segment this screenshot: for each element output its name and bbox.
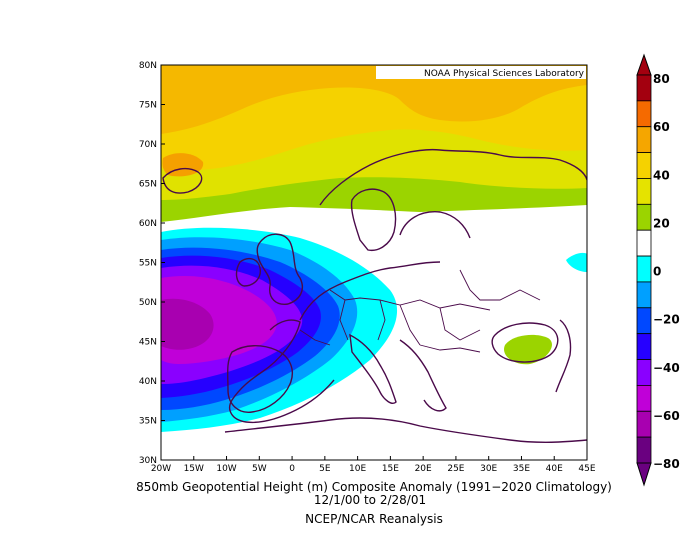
lon-tick-label: 20W (151, 464, 171, 474)
colorbar-segment (636, 359, 652, 386)
lon-tick-label: 10E (349, 464, 366, 474)
colorbar-label: −40 (653, 361, 680, 375)
coastlines (162, 148, 587, 444)
colorbar-segment (636, 229, 652, 257)
lon-tick-label: 35E (513, 464, 530, 474)
caption-line3: NCEP/NCAR Reanalysis (305, 512, 443, 526)
longitude-axis: 20W 15W 10W 5W 0 5E 10E 15E 20E 25E 30E 35E 40E 45E (151, 456, 596, 474)
colorbar-segment (636, 178, 652, 205)
colorbar-label: 40 (653, 168, 670, 182)
lat-tick-label: 65N (139, 180, 157, 190)
lat-tick-label: 50N (139, 298, 157, 308)
colorbar-label: 20 (653, 216, 670, 230)
lat-tick-label: 70N (139, 140, 157, 150)
colorbar-label: 0 (653, 265, 661, 279)
country-borders (299, 269, 541, 353)
colorbar-segment (636, 436, 652, 464)
colorbar-bottom-arrow (636, 462, 652, 487)
colorbar-label: 60 (653, 120, 670, 134)
caption-line2: 12/1/00 to 2/28/01 (314, 493, 426, 507)
colorbar-segment (636, 255, 652, 283)
anomaly-shading (161, 65, 587, 432)
credit-text: NOAA Physical Sciences Laboratory (424, 69, 585, 79)
map-plot-area: NOAA Physical Sciences Laboratory (160, 64, 588, 461)
anomaly-cell-east-cyan (566, 252, 587, 272)
colorbar-label: −80 (653, 457, 680, 471)
lon-tick-label: 10W (216, 464, 236, 474)
lon-tick-label: 15W (184, 464, 204, 474)
lon-tick-label: 0 (289, 464, 295, 474)
colorbar-segment (636, 410, 652, 438)
lon-tick-label: 20E (415, 464, 432, 474)
colorbar-segment (636, 307, 652, 335)
credit-box: NOAA Physical Sciences Laboratory (376, 66, 586, 79)
lat-tick-label: 35N (139, 417, 157, 427)
lat-tick-label: 55N (139, 259, 157, 269)
lon-tick-label: 5W (252, 464, 267, 474)
lon-tick-label: 25E (447, 464, 464, 474)
lat-tick-label: 75N (139, 101, 157, 111)
anomaly-band-neg70-plus (161, 298, 214, 350)
lat-tick-label: 30N (139, 456, 157, 466)
colorbar-segment (636, 126, 652, 153)
colorbar: 80 60 40 20 0 −20 −40 −60 −80 (636, 53, 680, 487)
lon-tick-label: 30E (480, 464, 497, 474)
lat-tick-label: 80N (139, 61, 157, 71)
colorbar-label: −60 (653, 409, 680, 423)
colorbar-segment (636, 333, 652, 360)
colorbar-label: 80 (653, 72, 670, 86)
colorbar-segment (636, 74, 652, 102)
colorbar-segment (636, 100, 652, 128)
lat-tick-label: 60N (139, 219, 157, 229)
colorbar-segment (636, 203, 652, 231)
lon-tick-label: 5E (319, 464, 331, 474)
lat-tick-label: 45N (139, 338, 157, 348)
lon-tick-label: 45E (578, 464, 595, 474)
colorbar-label: −20 (653, 313, 680, 327)
lat-tick-label: 40N (139, 377, 157, 387)
latitude-axis: 80N 75N 70N 65N 60N 55N 50N 45N 40N 35N 30N (139, 61, 165, 466)
colorbar-segment (636, 152, 652, 179)
caption-line1: 850mb Geopotential Height (m) Composite … (136, 480, 612, 494)
lon-tick-label: 15E (382, 464, 399, 474)
colorbar-segment (636, 384, 652, 412)
lon-tick-label: 40E (546, 464, 563, 474)
colorbar-segment (636, 281, 652, 309)
anomaly-band-50-60 (161, 65, 587, 134)
anomaly-cell-blacksea-green (504, 334, 552, 365)
caption: 850mb Geopotential Height (m) Composite … (136, 480, 612, 526)
colorbar-top-arrow (636, 53, 652, 76)
